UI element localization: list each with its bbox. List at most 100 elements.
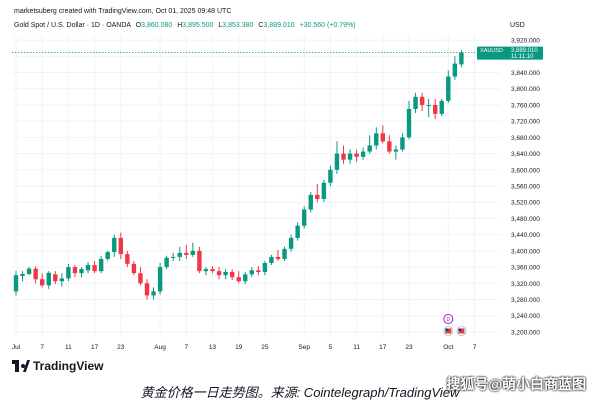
candle-body	[367, 145, 372, 152]
x-tick-label: Aug	[154, 344, 166, 351]
symbol-ohlc-legend: Gold Spot / U.S. Dollar · 1D · OANDA O3,…	[14, 22, 356, 29]
candle-body	[452, 63, 458, 77]
x-tick-label: Oct	[443, 344, 453, 351]
symbol-name: Gold Spot / U.S. Dollar · 1D · OANDA	[14, 22, 131, 29]
candle-body	[151, 291, 156, 296]
y-tick-label: 3,600.000	[511, 167, 540, 174]
candle-body	[400, 137, 405, 150]
x-tick-label: 23	[405, 344, 413, 351]
event-marker-icon	[443, 314, 454, 324]
candle-body	[328, 169, 333, 183]
candle-body	[262, 263, 268, 272]
candle-body	[216, 271, 222, 276]
candle-body	[210, 269, 215, 272]
candle-body	[334, 153, 340, 170]
price-tag-box	[477, 46, 543, 60]
y-tick-label: 3,480.000	[511, 216, 540, 223]
price-tag-countdown: 11:11:10	[511, 54, 534, 60]
y-tick-label: 3,320.000	[511, 281, 540, 288]
y-tick-label: 3,280.000	[511, 297, 540, 304]
candle-body	[341, 153, 346, 160]
candle-body	[190, 250, 196, 255]
y-tick-label: 3,520.000	[511, 200, 540, 207]
candle-body	[66, 267, 71, 279]
candle-body	[105, 252, 110, 259]
candle-body	[138, 273, 143, 284]
close-value: 3,889.010	[263, 22, 295, 29]
candle-body	[387, 141, 392, 152]
y-tick-label: 3,360.000	[511, 265, 540, 272]
y-tick-label: 3,440.000	[511, 232, 540, 239]
y-tick-label: 3,640.000	[511, 151, 540, 158]
candle-body	[282, 248, 287, 259]
x-tick-label: 11	[65, 344, 72, 351]
candle-body	[459, 52, 464, 65]
candle-body	[380, 133, 385, 142]
candle-body	[347, 153, 353, 160]
candle-body	[33, 268, 38, 280]
candle-body	[125, 254, 130, 264]
high-label: H	[177, 22, 183, 29]
candle-body	[177, 252, 182, 257]
y-tick-label: 3,920.000	[511, 38, 540, 45]
y-tick-label: 3,720.000	[511, 119, 540, 126]
y-tick-label: 3,560.000	[511, 184, 540, 191]
candle-body	[98, 258, 104, 272]
change-value: +30.560 (+0.79%)	[299, 22, 356, 29]
y-tick-label: 3,400.000	[511, 248, 540, 255]
candle-body	[433, 104, 438, 114]
candle-body	[85, 265, 91, 271]
candle-body	[59, 278, 65, 282]
candle-body	[236, 277, 241, 282]
candle-body	[275, 256, 281, 259]
candle-body	[308, 194, 313, 210]
x-tick-label: 5	[329, 344, 333, 351]
x-tick-label: 7	[40, 344, 44, 351]
candle-body	[184, 252, 189, 255]
candle-body	[393, 149, 399, 152]
candle-body	[426, 104, 431, 106]
candle-body	[112, 237, 117, 253]
candle-body	[302, 209, 307, 226]
candle-body	[20, 273, 25, 276]
candle-body	[197, 250, 202, 272]
candle-body	[439, 100, 444, 114]
open-value: 3,860.080	[141, 22, 173, 29]
candle-body	[419, 96, 425, 105]
candle-body	[40, 279, 45, 286]
high-value: 3,895.500	[182, 22, 214, 29]
y-tick-label: 3,840.000	[511, 70, 540, 77]
candle-body	[118, 237, 123, 255]
candle-body	[53, 274, 58, 282]
candle-body	[164, 257, 169, 268]
x-tick-label: Sep	[298, 344, 310, 351]
event-marker-label: D	[446, 317, 450, 323]
currency-label: USD	[510, 22, 525, 29]
candle-body	[72, 267, 78, 274]
candle-body	[406, 108, 412, 138]
candle-body	[269, 256, 274, 264]
figure-caption: 黄金价格一日走势图。来源: Cointelegraph/TradingView	[140, 385, 460, 400]
candle-body	[131, 263, 137, 274]
candle-body	[295, 225, 300, 238]
tradingview-logo-icon	[12, 360, 30, 372]
low-value: 3,853.380	[222, 22, 254, 29]
watermark: 搜狐号@萌小白商蓝图	[446, 376, 586, 392]
candle-body	[229, 271, 235, 278]
candle-body	[321, 182, 327, 199]
candle-body	[243, 274, 248, 282]
tradingview-logo[interactable]: TradingView	[12, 359, 103, 373]
y-tick-label: 3,760.000	[511, 102, 540, 109]
close-label: C	[258, 22, 264, 29]
y-tick-label: 3,680.000	[511, 135, 540, 142]
candle-body	[79, 269, 84, 274]
candle-body	[13, 275, 19, 292]
candle-body	[92, 265, 97, 272]
candle-body	[413, 96, 418, 109]
price-tag-ticker: XAUUSD	[480, 48, 503, 54]
x-tick-label: 17	[379, 344, 387, 351]
candle-body	[26, 268, 32, 274]
x-tick-label: 25	[261, 344, 269, 351]
y-tick-label: 3,800.000	[511, 86, 540, 93]
